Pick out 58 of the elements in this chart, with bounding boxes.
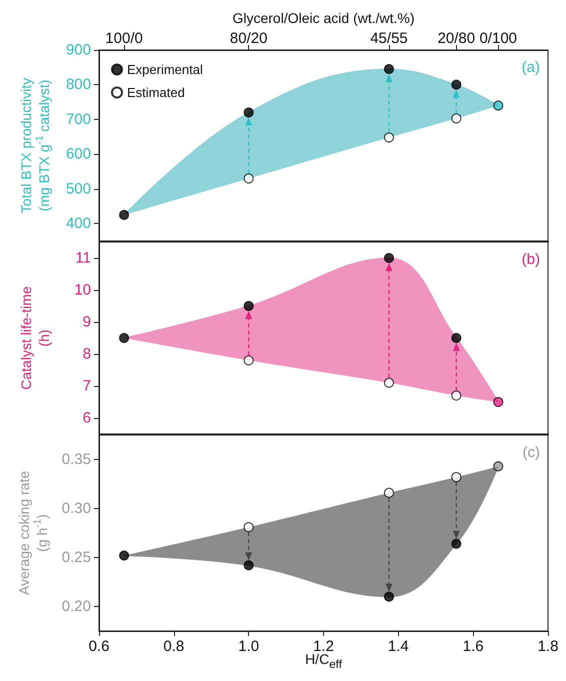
y-tick-label: 800 [66,76,91,94]
point [244,355,254,366]
y-tick-label: 6 [82,410,91,426]
x-tick-label: 1.4 [388,638,409,655]
point [119,550,130,561]
text: 45/55 [370,30,408,47]
point [451,390,462,401]
y-tick-label: 10 [74,282,91,298]
point [451,538,462,549]
text: 100/0 [105,30,143,47]
point [119,333,130,343]
point [384,253,394,263]
y-tick-label: 400 [66,215,91,232]
x2-axis-title: Glycerol/Oleic acid (wt./wt.%) [232,10,415,26]
point [384,64,394,74]
point [384,132,394,143]
point [384,488,394,498]
legend-label: Experimental [127,62,203,77]
x-tick-label: 0.6 [88,638,110,655]
y-tick-label: 500 [66,180,91,198]
point [384,592,394,602]
y-tick-label: 900 [66,42,91,58]
text: 0/100 [479,30,518,47]
point [451,333,462,343]
point [493,461,504,472]
point [493,100,504,111]
annotation: (b) [522,251,540,268]
y-axis-title: Catalyst life-time (h) [18,286,52,390]
point [244,108,254,118]
point [451,80,462,90]
point [244,173,254,184]
point [451,113,462,124]
point [244,301,254,311]
y-tick-label: 9 [82,314,91,330]
text: 20/80 [438,30,476,47]
legend-label: Estimated [127,85,185,100]
y-tick-label: 0.35 [62,451,91,468]
point [451,472,462,482]
y-tick-label: 7 [82,378,91,394]
annotation: (c) [522,444,540,461]
point [244,522,254,532]
y-tick-label: 11 [75,250,91,266]
point [244,560,254,570]
x-tick-label: 0.8 [163,638,184,655]
y-tick-label: 0.30 [62,500,91,517]
y-tick-label: 0.20 [62,598,91,615]
y-tick-label: 700 [66,110,91,128]
y-tick-label: 0.25 [62,549,91,566]
y-tick-label: 600 [66,146,91,163]
point [384,378,394,388]
x-tick-label: 1.6 [462,638,484,655]
text: 80/20 [230,30,268,47]
x-tick-label: 1.0 [238,638,260,655]
y-tick-label: 8 [82,346,91,362]
point [493,397,504,407]
point [119,210,130,220]
x-tick-label: 1.8 [538,638,558,655]
annotation: (a) [522,59,540,76]
